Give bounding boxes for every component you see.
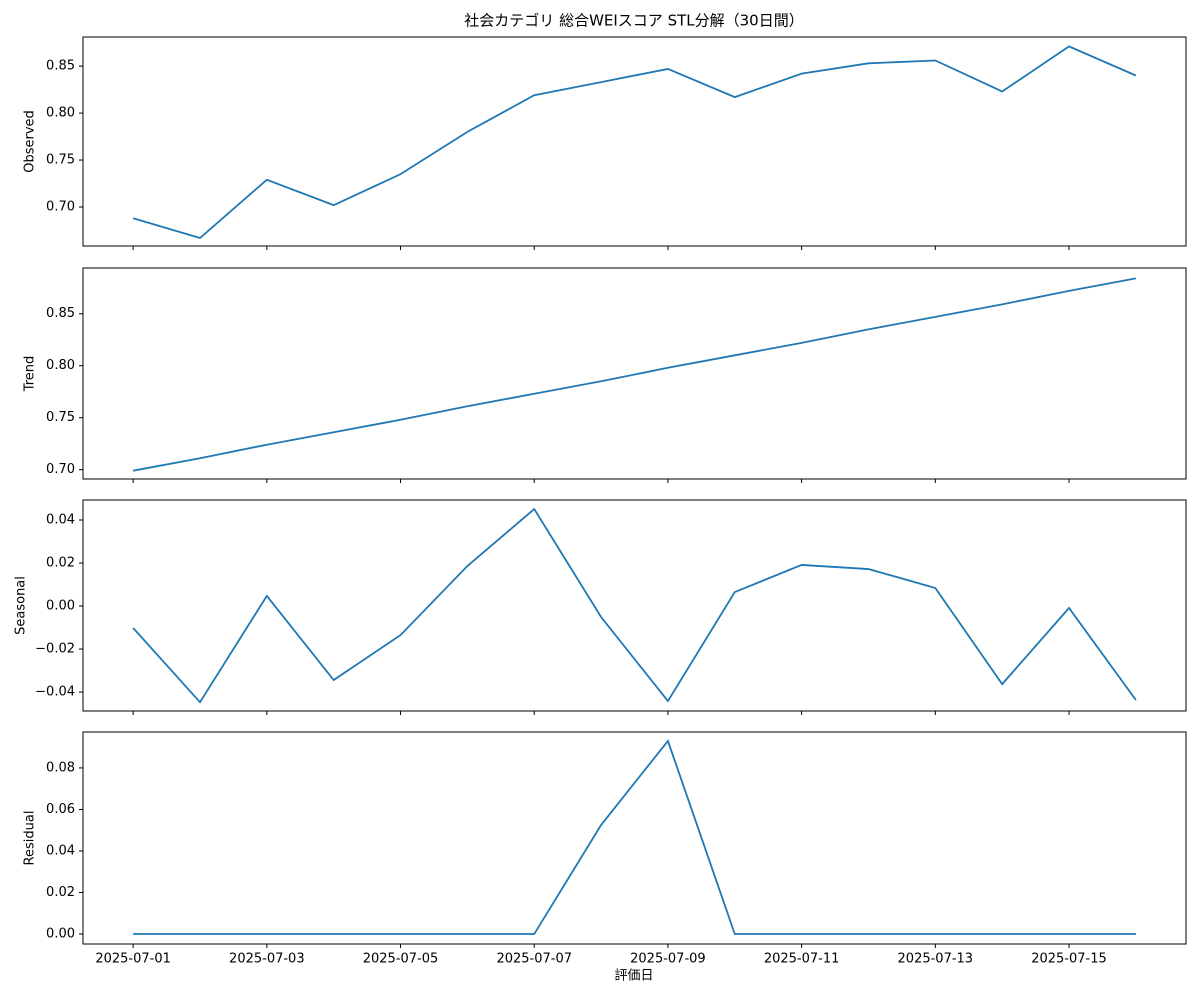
- figure-title: 社会カテゴリ 総合WEIスコア STL分解（30日間）: [464, 12, 803, 30]
- y-tick-label: 0.00: [46, 927, 75, 942]
- x-tick-label: 2025-07-11: [764, 952, 840, 967]
- x-tick-label: 2025-07-05: [363, 952, 439, 967]
- x-tick-label: 2025-07-13: [898, 952, 974, 967]
- axes-frame: [82, 731, 1187, 945]
- y-tick-label: 0.04: [46, 843, 75, 858]
- x-tick-label: 2025-07-03: [229, 952, 305, 967]
- y-tick-label: 0.02: [46, 556, 75, 571]
- x-tick-label: 2025-07-01: [95, 952, 171, 967]
- y-tick-label: 0.80: [46, 358, 75, 373]
- axes-frame: [82, 499, 1187, 712]
- line-series: [133, 739, 1136, 935]
- line-series: [132, 277, 1137, 472]
- y-tick-label: 0.04: [46, 513, 75, 528]
- y-axis-label: Seasonal: [14, 576, 29, 635]
- y-tick-label: 0.08: [46, 760, 75, 775]
- y-tick-label: −0.02: [35, 642, 75, 657]
- line-series: [132, 45, 1137, 240]
- x-tick-label: 2025-07-09: [630, 952, 706, 967]
- y-tick-label: 0.85: [46, 59, 75, 74]
- y-axis-label: Observed: [23, 110, 38, 173]
- axes-frame: [82, 36, 1187, 247]
- y-tick-label: 0.80: [46, 106, 75, 121]
- x-tick-label: 2025-07-15: [1031, 952, 1107, 967]
- y-tick-label: 0.02: [46, 885, 75, 900]
- y-axis-label: Residual: [23, 811, 38, 866]
- x-axis-label: 評価日: [614, 969, 653, 984]
- line-series: [132, 507, 1137, 704]
- y-tick-label: 0.75: [46, 153, 75, 168]
- axes-frame: [82, 267, 1187, 480]
- y-tick-label: 0.70: [46, 462, 75, 477]
- y-tick-label: 0.70: [46, 200, 75, 215]
- y-tick-label: 0.00: [46, 599, 75, 614]
- x-tick-label: 2025-07-07: [496, 952, 572, 967]
- y-tick-label: 0.75: [46, 410, 75, 425]
- y-tick-label: −0.04: [35, 685, 75, 700]
- y-tick-label: 0.85: [46, 306, 75, 321]
- y-axis-label: Trend: [23, 356, 38, 393]
- y-tick-label: 0.06: [46, 802, 75, 817]
